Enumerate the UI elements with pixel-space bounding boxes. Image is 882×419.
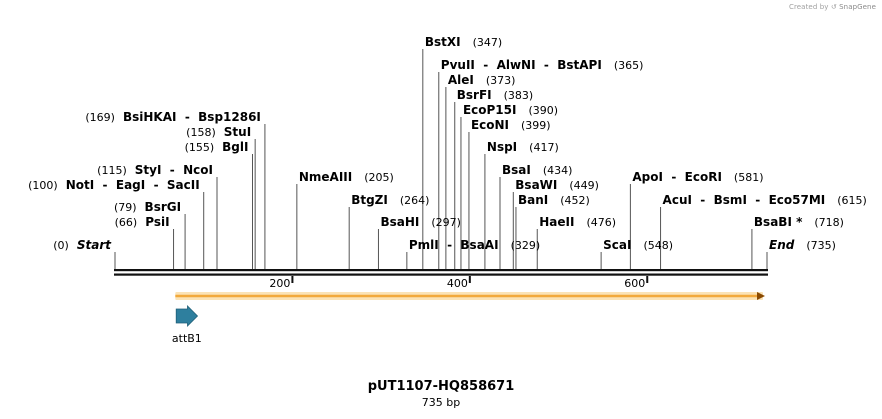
cut-site-position: (155) [185, 141, 215, 154]
cut-site-position: (347) [473, 36, 503, 49]
cut-site-labels: Start (0) PsiI (66) BsrGI (79) NotI - EagI - S… [28, 35, 867, 252]
cut-site-name: BsaHI [380, 215, 419, 229]
cut-site-position: (79) [114, 201, 137, 214]
ruler-tick-label: 400 [447, 277, 468, 290]
cut-site-name: BsaBI * [754, 215, 803, 229]
cut-site-name: BstXI [425, 35, 461, 49]
snapgene-credit: Created by ↺ SnapGene [789, 3, 876, 11]
cut-site-position: (373) [486, 74, 516, 87]
cut-site-position: (399) [521, 119, 551, 132]
snapgene-logo-icon: ↺ [830, 3, 837, 11]
plasmid-name: pUT1107-HQ858671 [367, 379, 515, 394]
cut-site-position: (581) [734, 171, 764, 184]
features: attB1 [172, 292, 765, 345]
cut-site-position: (476) [586, 216, 616, 229]
cut-site-name: NmeAIII [299, 170, 352, 184]
cut-site-position: (169) [85, 111, 115, 124]
cut-site-position: (297) [431, 216, 461, 229]
cut-site-position: (66) [115, 216, 138, 229]
cut-site-name: BsrFI [457, 88, 492, 102]
ruler-tick-label: 600 [624, 277, 645, 290]
feature-arrow-icon [175, 305, 199, 327]
cut-site-lines [114, 49, 768, 269]
cut-site-position: (264) [400, 194, 430, 207]
cut-site-position: (735) [806, 239, 836, 252]
cut-site-position: (390) [528, 104, 558, 117]
cut-site-position: (158) [186, 126, 216, 139]
cut-site-name: AleI [448, 73, 474, 87]
cut-site-name: ApoI - EcoRI [632, 170, 722, 184]
credit-brand: SnapGene [839, 3, 876, 11]
credit-prefix: Created by [788, 3, 829, 11]
cut-site-position: (452) [560, 194, 590, 207]
cut-site-name: NspI [487, 140, 517, 154]
cut-site-name: EcoP15I [463, 103, 517, 117]
cut-site-name: BsaWI [515, 178, 557, 192]
cut-site-name: PmlI - BsaAI [409, 238, 499, 252]
feature-label: attB1 [172, 332, 202, 345]
cut-site-name: Start [77, 238, 112, 252]
ruler-tick-label: 200 [269, 277, 290, 290]
cut-site-position: (383) [504, 89, 534, 102]
cut-site-position: (100) [28, 179, 58, 192]
cut-site-name: PvuII - AlwNI - BstAPI [441, 58, 602, 72]
cut-site-name: BanI [518, 193, 548, 207]
cut-site-position: (615) [837, 194, 867, 207]
backbone-bottom-strand [114, 273, 768, 276]
cut-site-name: BglI [222, 140, 248, 154]
cut-site-name: StuI [224, 125, 251, 139]
cut-site-position: (718) [814, 216, 844, 229]
plasmid-size: 735 bp [421, 396, 461, 409]
cut-site-position: (449) [569, 179, 599, 192]
orf-arrowhead-icon [757, 292, 765, 300]
cut-site-position: (548) [643, 239, 673, 252]
cut-site-name: BsaI [502, 163, 531, 177]
cut-site-name: AcuI - BsmI - Eco57MI [663, 193, 826, 207]
cut-site-name: BsrGI [145, 200, 182, 214]
dna-backbone [114, 269, 768, 276]
cut-site-name: BtgZI [351, 193, 388, 207]
cut-site-name: End [769, 238, 795, 252]
feature-attb1: attB1 [172, 305, 202, 345]
cut-site-name: ScaI [603, 238, 631, 252]
cut-site-position: (365) [614, 59, 644, 72]
cut-site-position: (434) [543, 164, 573, 177]
ruler-ticks: 200 400 600 [269, 276, 649, 290]
cut-site-position: (115) [97, 164, 127, 177]
cut-site-position: (329) [511, 239, 541, 252]
cut-site-name: HaeII [539, 215, 574, 229]
cut-site-name: PsiI [145, 215, 169, 229]
cut-site-name: BsiHKAI - Bsp1286I [123, 110, 261, 124]
cut-site-name: EcoNI [471, 118, 509, 132]
cut-site-position: (417) [529, 141, 559, 154]
cut-site-name: NotI - EagI - SacII [66, 178, 200, 192]
cut-site-name: StyI - NcoI [135, 163, 213, 177]
cut-site-position: (205) [364, 171, 394, 184]
cut-site-position: (0) [53, 239, 69, 252]
orf-bar [175, 292, 765, 300]
backbone-top-strand [114, 269, 768, 272]
